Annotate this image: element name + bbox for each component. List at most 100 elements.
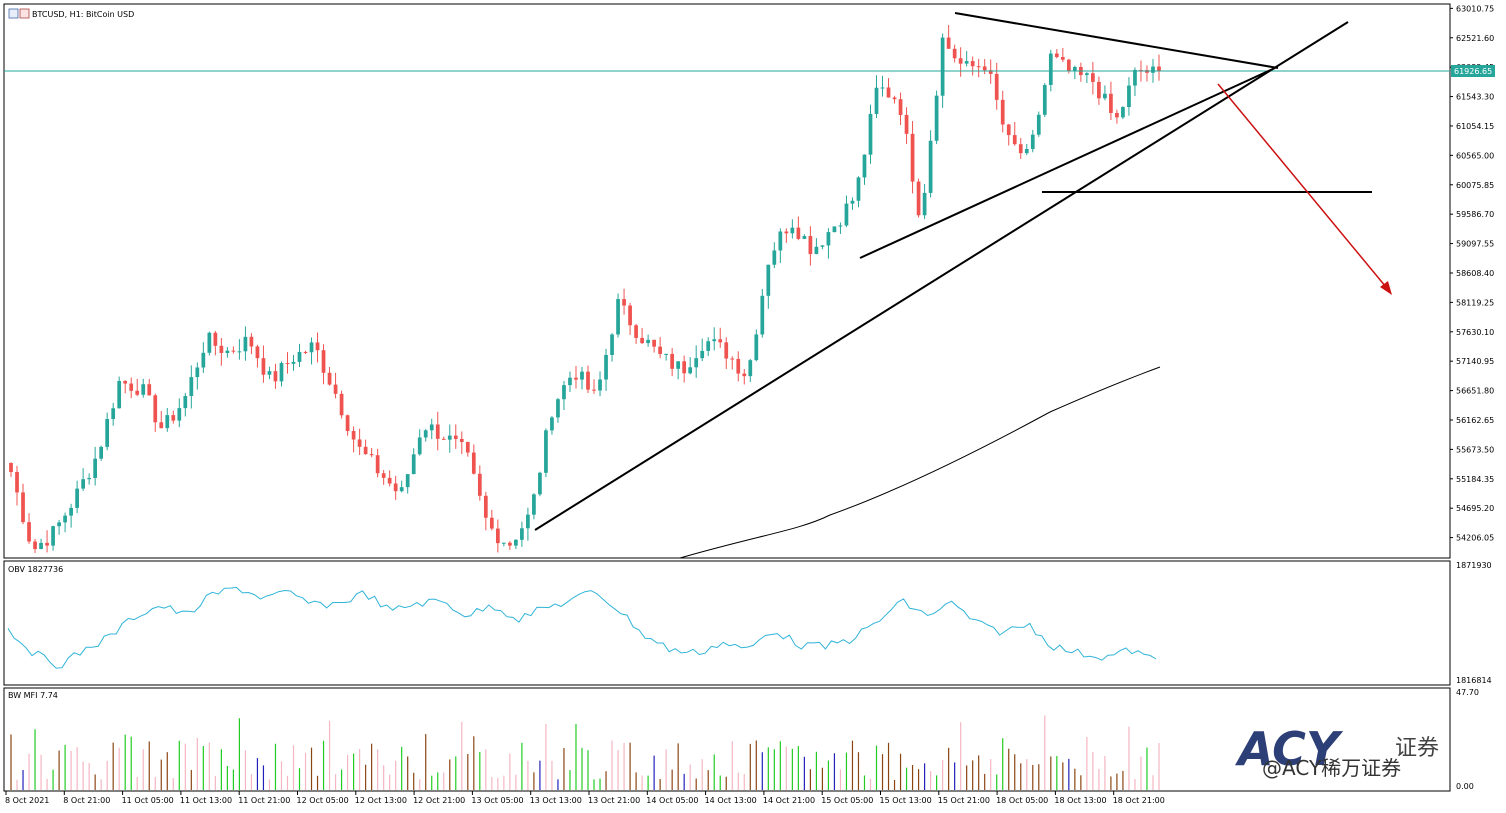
candle-body [634, 325, 638, 338]
candle-body [616, 299, 620, 335]
candle-body [682, 361, 687, 374]
candle-body [225, 350, 230, 353]
candle-body [471, 452, 476, 474]
candle-body [826, 232, 831, 246]
candle-body [886, 87, 891, 98]
price-axis: 63010.7562521.6062032.4561543.3061054.15… [1450, 4, 1494, 543]
candle-body [1030, 134, 1035, 149]
acy-logo-text: ACY [1235, 722, 1344, 776]
candle-body [105, 418, 110, 447]
candle-body [339, 393, 344, 416]
candle-body [538, 472, 542, 495]
candle-body [520, 528, 524, 540]
symbol-icon [8, 8, 30, 19]
price-tick-label: 63010.75 [1456, 4, 1494, 13]
candle-body [946, 37, 951, 49]
candle-body [87, 477, 92, 480]
candle-body [580, 371, 584, 380]
obv-label: OBV 1827736 [8, 565, 63, 574]
candle-body [1006, 124, 1011, 136]
mfi-histogram [10, 715, 1160, 790]
candle-body [784, 231, 789, 234]
candle-body [201, 352, 206, 368]
obv-tick-top: 1871930 [1456, 561, 1492, 570]
candle-body [351, 431, 356, 440]
candle-body [1012, 135, 1017, 145]
candle-body [117, 380, 122, 409]
candle-body [592, 389, 596, 391]
price-tick-label: 54695.20 [1456, 504, 1494, 513]
candle-body [231, 350, 236, 352]
candle-body [832, 226, 837, 233]
time-tick-label: 14 Oct 21:00 [763, 796, 815, 805]
candle-body [610, 334, 614, 355]
candle-body [495, 528, 500, 544]
candle-body [556, 399, 560, 418]
candle-body [171, 415, 176, 421]
time-tick-label: 15 Oct 21:00 [938, 796, 990, 805]
candle-body [261, 358, 266, 375]
time-tick-label: 13 Oct 05:00 [471, 796, 523, 805]
candle-body [910, 133, 915, 182]
price-tick-label: 60565.00 [1456, 151, 1494, 160]
candle-body [586, 371, 590, 390]
candle-body [1127, 85, 1131, 108]
candle-body [514, 539, 518, 546]
candle-body [1048, 53, 1053, 85]
forecast-arrow-shaft [1217, 83, 1387, 288]
forecast-arrow-head [1380, 281, 1392, 295]
candle-body [1000, 99, 1005, 125]
candle-body [111, 408, 116, 419]
candle-body [27, 522, 31, 542]
candle-body [141, 384, 146, 395]
candle-body [213, 332, 218, 346]
price-tick-label: 54206.05 [1456, 534, 1494, 543]
candle-body [562, 385, 566, 400]
candle-body [1018, 144, 1023, 154]
candle-body [970, 61, 975, 67]
time-tick-label: 18 Oct 05:00 [996, 796, 1048, 805]
candle-body [688, 367, 693, 374]
candle-body [291, 361, 296, 364]
price-tick-label: 56651.80 [1456, 387, 1494, 396]
candle-body [63, 515, 67, 523]
candle-body [694, 358, 699, 368]
time-tick-label: 14 Oct 05:00 [646, 796, 698, 805]
candle-body [333, 384, 338, 394]
candle-body [976, 66, 981, 68]
candle-body [327, 372, 332, 385]
candle-body [273, 371, 278, 382]
candle-body [952, 48, 957, 59]
candle-body [1139, 69, 1143, 71]
candle-body [369, 454, 374, 456]
candle-body [850, 200, 855, 204]
candle-body [267, 371, 272, 375]
candlestick-series [9, 25, 1161, 553]
time-tick-label: 12 Oct 21:00 [413, 796, 465, 805]
candle-body [916, 181, 921, 216]
candle-body [1115, 112, 1119, 118]
candle-body [417, 437, 422, 455]
candle-body [742, 373, 747, 377]
candle-body [550, 417, 554, 431]
candle-body [568, 377, 572, 386]
obv-tick-bottom: 1816814 [1456, 676, 1492, 685]
candle-body [39, 542, 43, 550]
candle-body [814, 246, 819, 255]
candle-body [9, 463, 13, 473]
candle-body [399, 487, 404, 492]
candle-body [375, 455, 380, 474]
candle-body [57, 522, 61, 527]
obv-panel-frame [3, 560, 1451, 686]
candle-body [435, 424, 440, 439]
time-tick-label: 18 Oct 21:00 [1113, 796, 1165, 805]
candle-body [790, 227, 795, 234]
watermark-credit: @ACY稀万证券 [1262, 756, 1401, 780]
candle-body [135, 390, 140, 395]
mfi-tick-top: 47.70 [1456, 688, 1479, 697]
candle-body [808, 236, 813, 255]
time-tick-label: 15 Oct 13:00 [880, 796, 932, 805]
candle-body [1157, 66, 1161, 72]
moving-average-line [679, 366, 1161, 559]
